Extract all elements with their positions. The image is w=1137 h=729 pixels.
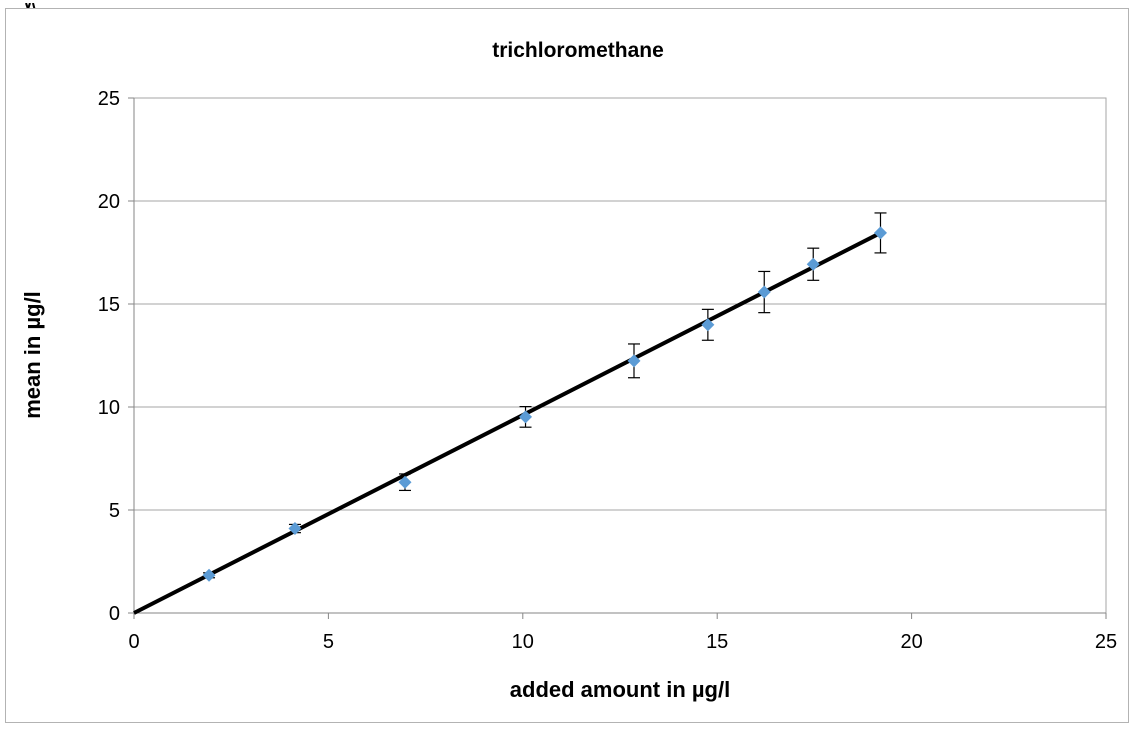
data-point: [627, 354, 641, 368]
data-point: [757, 285, 771, 299]
plot-area: [133, 97, 1107, 614]
y-axis-label: mean in µg/l: [20, 291, 45, 419]
chart-frame: trichloromethane 0 5 10 15 20 25 0 5 10 15 20 25 a…: [5, 8, 1129, 723]
data-point: [398, 475, 412, 489]
data-point: [202, 568, 216, 582]
y-tick-label: 25: [98, 88, 120, 110]
y-tick-label: 5: [109, 500, 120, 522]
x-tick-label: 10: [512, 631, 534, 653]
x-tick-labels: 0 5 10 15 20 25: [128, 631, 1117, 653]
data-points: [202, 226, 887, 582]
errorbars: [203, 212, 887, 579]
x-tick-label: 5: [323, 631, 334, 653]
data-point: [806, 257, 820, 271]
y-tick-label: 0: [109, 603, 120, 625]
chart-title: trichloromethane: [492, 39, 664, 62]
data-point: [873, 226, 887, 240]
y-tick-labels: 0 5 10 15 20 25: [98, 88, 120, 625]
x-axis-label: added amount in µg/l: [510, 677, 730, 702]
x-tick-label: 0: [128, 631, 139, 653]
x-tick-label: 20: [900, 631, 922, 653]
x-tick-label: 15: [706, 631, 728, 653]
grid-lines: [134, 97, 1106, 511]
data-point: [288, 522, 302, 536]
y-tick-label: 20: [98, 191, 120, 213]
trendline: [133, 231, 882, 615]
axes: [128, 97, 1107, 619]
trendline-group: [133, 231, 882, 615]
data-point: [519, 410, 533, 424]
y-tick-label: 15: [98, 294, 120, 316]
y-tick-label: 10: [98, 397, 120, 419]
x-tick-label: 25: [1095, 631, 1117, 653]
data-point: [701, 318, 715, 332]
chart: trichloromethane 0 5 10 15 20 25 0 5 10 15 20 25 a…: [20, 39, 1117, 702]
